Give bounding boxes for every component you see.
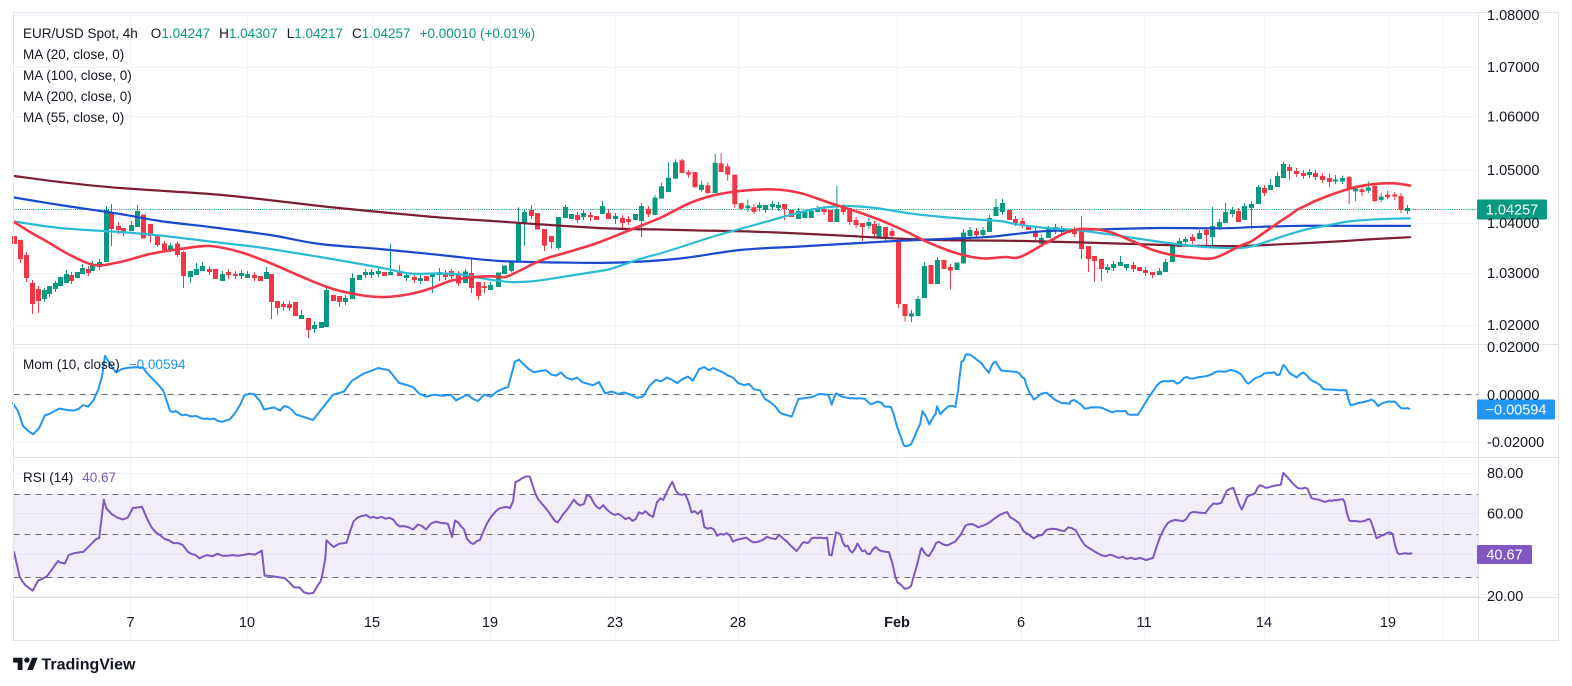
svg-text:-0.02000: -0.02000 <box>1487 435 1544 451</box>
svg-text:MA (55, close, 0): MA (55, close, 0) <box>23 110 124 125</box>
svg-text:6: 6 <box>1017 615 1025 631</box>
svg-text:0.00000: 0.00000 <box>1487 388 1539 404</box>
svg-text:1.05000: 1.05000 <box>1487 163 1539 179</box>
svg-text:1.04257: 1.04257 <box>1486 203 1538 219</box>
svg-text:11: 11 <box>1136 615 1151 631</box>
svg-text:1.03000: 1.03000 <box>1487 266 1539 282</box>
svg-text:1.06000: 1.06000 <box>1487 110 1539 126</box>
svg-text:7: 7 <box>126 615 134 631</box>
svg-text:28: 28 <box>730 615 746 631</box>
svg-text:10: 10 <box>239 615 255 631</box>
svg-text:1.02000: 1.02000 <box>1487 318 1539 334</box>
svg-text:RSI (14)40.67: RSI (14) 40.67 <box>23 470 116 485</box>
svg-text:19: 19 <box>482 615 498 631</box>
svg-text:Feb: Feb <box>884 615 910 631</box>
svg-text:60.00: 60.00 <box>1487 507 1523 523</box>
svg-text:Mom (10, close)−0.00594: Mom (10, close) −0.00594 <box>23 357 186 372</box>
svg-text:15: 15 <box>364 615 380 631</box>
svg-text:80.00: 80.00 <box>1487 466 1523 482</box>
svg-text:0.02000: 0.02000 <box>1487 340 1539 356</box>
svg-text:1.08000: 1.08000 <box>1487 8 1539 24</box>
svg-text:1.04000: 1.04000 <box>1487 216 1539 232</box>
svg-text:TradingView: TradingView <box>42 656 137 673</box>
svg-text:14: 14 <box>1256 615 1272 631</box>
svg-text:23: 23 <box>607 615 623 631</box>
svg-text:20.00: 20.00 <box>1487 589 1523 605</box>
svg-text:MA (100, close, 0): MA (100, close, 0) <box>23 68 132 83</box>
svg-text:MA (200, close, 0): MA (200, close, 0) <box>23 89 132 104</box>
svg-text:MA (20, close, 0): MA (20, close, 0) <box>23 47 124 62</box>
svg-text:1.07000: 1.07000 <box>1487 60 1539 76</box>
svg-text:40.67: 40.67 <box>1486 548 1522 564</box>
svg-text:19: 19 <box>1380 615 1396 631</box>
svg-text:−0.00594: −0.00594 <box>1486 403 1547 419</box>
